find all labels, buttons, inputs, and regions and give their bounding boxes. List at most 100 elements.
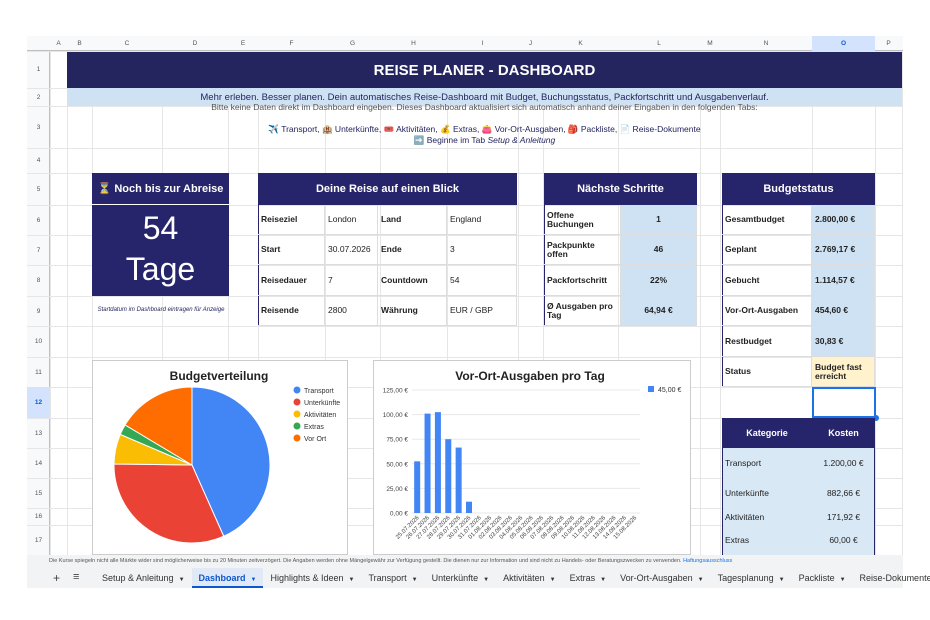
sheet-tab[interactable]: Reise-Dokumente▼ [853, 568, 930, 588]
sheet-tab-menu[interactable]: ▼ [697, 577, 704, 583]
column-header: E [240, 40, 246, 47]
table-cell: Vor-Ort-Ausgaben [722, 296, 812, 326]
table-cell: 2.800,00 € [812, 205, 875, 235]
sheet-tab-label: Dashboard [198, 573, 246, 583]
sheet-tab-label: Unterkünfte [431, 573, 479, 583]
pie-slice [191, 386, 271, 537]
sheet-tab[interactable]: Highlights & Ideen ▼ [263, 568, 361, 588]
sheet-tab[interactable]: Aktivitäten ▼ [496, 568, 562, 588]
table-cell: 2800 [325, 296, 378, 326]
add-sheet[interactable]: + [53, 571, 61, 585]
table-cell: 46 [621, 235, 697, 265]
sheet-tab-menu[interactable]: ▼ [600, 577, 607, 583]
cell-gridline [27, 326, 903, 327]
y-tick-label: 0,00 € [390, 511, 408, 518]
sheet-tab-menu[interactable]: ▼ [250, 577, 257, 583]
sheet-tab[interactable]: Extras ▼ [563, 568, 613, 588]
sheet-tab[interactable]: Packliste ▼ [792, 568, 853, 588]
chart-title: Vor-Ort-Ausgaben pro Tag [455, 369, 605, 383]
legend-label: Aktivitäten [304, 412, 336, 419]
sheet-tab-label: Reise-Dokumente [859, 573, 930, 583]
table-cell: Reiseziel [258, 205, 325, 235]
sheet-tab-menu[interactable]: ▼ [178, 577, 185, 583]
table-cell: Ende [378, 235, 447, 265]
bar [424, 413, 431, 513]
sheet-tab-menu[interactable]: ▼ [411, 577, 418, 583]
notice: Bitte keine Daten direkt im Dashboard ei… [211, 103, 758, 112]
column-header: I [481, 40, 484, 47]
row-header: 8 [36, 277, 41, 284]
category-cell: Unterkünfte [725, 488, 769, 498]
sheet-tab-menu[interactable]: ▼ [778, 577, 785, 583]
sheet-tab-menu[interactable]: ▼ [839, 577, 846, 583]
row-header: 9 [36, 307, 41, 315]
table-cell: Start [258, 235, 325, 265]
legend-label: Vor Ort [304, 436, 326, 443]
cell-gridline [27, 357, 903, 358]
sheet-tab[interactable]: Setup & Anleitung ▼ [95, 568, 192, 588]
sheet-tab-label: Extras [569, 573, 596, 583]
y-tick-label: 50,00 € [386, 461, 408, 468]
table-cell: Budget fast erreicht [812, 357, 875, 387]
title-bar: REISE PLANER - DASHBOARD [67, 52, 902, 88]
sheet-tab-menu[interactable]: ▼ [549, 577, 556, 583]
legend-swatch [293, 434, 301, 442]
selection-handle [873, 415, 879, 421]
row-header: 4 [36, 157, 41, 164]
table-cell: Offene Buchungen [544, 205, 621, 235]
sheet-tab-label: Highlights & Ideen [270, 573, 344, 583]
sheet-tab[interactable]: Unterkünfte ▼ [425, 568, 496, 588]
table-cell: Restbudget [722, 326, 812, 357]
table-cell: Währung [378, 296, 447, 326]
cell-gridline [875, 51, 876, 555]
selection [812, 387, 876, 418]
legend-swatch [293, 410, 301, 418]
row-header: 17 [34, 536, 43, 544]
table-cell: 7 [325, 265, 378, 296]
cell-gridline [618, 51, 619, 555]
column-header: C [124, 40, 130, 47]
table-cell: Countdown [378, 265, 447, 296]
column-header-bar [27, 36, 903, 51]
cell-gridline [162, 51, 163, 555]
sheet-tab-label: Packliste [798, 573, 835, 583]
all-sheets[interactable]: ≡ [73, 571, 80, 583]
category-cell: 1.200,00 € [823, 458, 864, 468]
start-prefix: ➡️ Beginne im Tab [413, 135, 486, 145]
column-header: M [707, 40, 713, 47]
column-header: H [411, 40, 416, 47]
legend-label: Transport [304, 388, 334, 395]
cell-gridline [518, 51, 519, 555]
cell-gridline [228, 51, 229, 555]
y-tick-label: 100,00 € [383, 412, 409, 419]
pie-slice [124, 386, 193, 466]
column-header: B [77, 40, 82, 47]
category-cell: Aktivitäten [725, 511, 765, 522]
sheet-tab[interactable]: Vor-Ort-Ausgaben ▼ [613, 568, 711, 588]
cell-gridline [700, 51, 701, 555]
sheet-tab-menu[interactable]: ▼ [483, 577, 490, 583]
row-header: 2 [36, 93, 41, 101]
row-header: 1 [36, 66, 41, 73]
table-cell: 22% [621, 265, 697, 296]
table-cell: 454,60 € [812, 296, 875, 326]
sheet-tab[interactable]: Dashboard ▼ [191, 568, 264, 588]
cell-gridline [447, 51, 448, 555]
sheet-tab[interactable]: Tagesplanung ▼ [711, 568, 792, 588]
row-header: 10 [34, 338, 43, 345]
table-cell: 64,94 € [621, 296, 697, 326]
y-tick-label: 75,00 € [386, 437, 408, 444]
row-header: 5 [36, 185, 41, 193]
y-tick-label: 25,00 € [386, 486, 408, 493]
row-header-bar [27, 51, 50, 555]
cell-gridline [380, 51, 381, 555]
cell-gridline [27, 265, 903, 266]
disclaimer-link[interactable]: Haftungsausschluss [683, 558, 733, 564]
bar [414, 461, 421, 513]
bar [434, 412, 441, 513]
sheet-tab-menu[interactable]: ▼ [348, 577, 355, 583]
sheet-tabs: Setup & Anleitung ▼ Dashboard ▼ Highlights &… [95, 568, 930, 588]
legend-label: 45,00 € [658, 387, 681, 394]
sheet-tab[interactable]: Transport ▼ [361, 568, 424, 588]
